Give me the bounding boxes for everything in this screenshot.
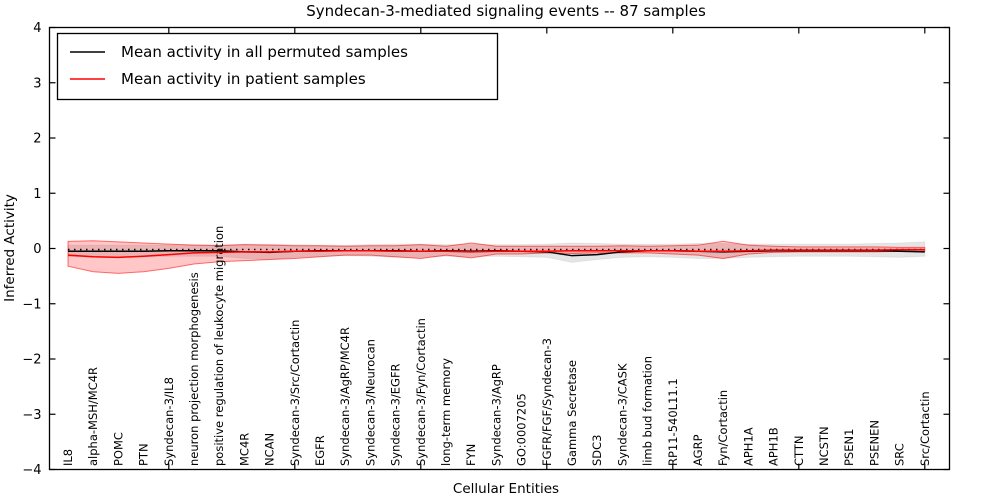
category-label: FYN [464,444,478,466]
category-label: SDC3 [590,434,604,466]
category-label: Src/Cortactin [918,391,932,466]
y-axis-label: Inferred Activity [2,194,18,302]
category-label: APH1A [741,427,755,466]
y-tick-labels: 4 3 2 1 0 −1 −2 −3 −4 [22,21,41,478]
category-label: POMC [111,432,125,466]
y-tick-label: −1 [22,297,41,312]
legend: Mean activity in all permuted samples Me… [56,32,499,101]
category-label: long-term memory [439,358,453,466]
category-label: PSEN1 [842,429,856,466]
category-label: Syndecan-3/AgRP/MC4R [338,327,352,466]
y-tick-label: −2 [22,353,41,368]
category-label: PSENEN [867,420,881,466]
y-tick-label: 1 [33,187,41,202]
category-label: SRC [893,443,907,466]
category-label: Syndecan-3/Src/Cortactin [288,320,302,466]
axis-ticks [49,26,950,471]
category-label: MC4R [237,433,251,466]
y-tick-label: 0 [33,242,41,257]
category-label: EGFR [313,435,327,466]
category-label: Fyn/Cortactin [716,390,730,466]
category-label: positive regulation of leukocyte migrati… [212,226,226,466]
plot-area: IL8 alpha-MSH/MC4R POMC PTN Syndecan-3/IL8 ne… [61,226,932,466]
category-label: IL8 [61,449,75,466]
category-label: Gamma Secretase [565,360,579,466]
y-tick-label: 2 [33,132,41,147]
category-label: Syndecan-3/Neurocan [363,339,377,466]
category-label: Syndecan-3/CASK [615,363,629,466]
legend-label-permuted: Mean activity in all permuted samples [121,43,408,61]
y-tick-label: 4 [33,21,41,36]
category-labels: IL8 alpha-MSH/MC4R POMC PTN Syndecan-3/IL8 ne… [61,226,932,466]
patient-mean-line [67,248,925,259]
category-label: NCAN [263,433,277,466]
category-label: Syndecan-3/EGFR [389,363,403,466]
category-label: neuron projection morphogenesis [187,272,201,466]
category-label: Syndecan-3/Fyn/Cortactin [414,318,428,466]
category-label: RP11-540L11.1 [666,378,680,466]
y-tick-label: −4 [22,463,41,478]
category-label: FGFR/FGF/Syndecan-3 [540,338,554,466]
category-label: AGRP [691,434,705,466]
legend-box [56,32,499,101]
y-tick-label: 3 [33,76,41,91]
category-label: limb bud formation [641,356,655,466]
category-label: APH1B [767,427,781,466]
chart-title: Syndecan-3-mediated signaling events -- … [306,2,706,20]
category-label: CTTN [792,436,806,466]
category-label: NCSTN [817,426,831,466]
legend-label-patient: Mean activity in patient samples [121,70,366,88]
category-label: Syndecan-3/IL8 [162,377,176,466]
category-label: alpha-MSH/MC4R [86,367,100,466]
category-label: GO:0007205 [515,393,529,466]
y-tick-label: −3 [22,408,41,423]
x-axis-label: Cellular Entities [453,481,559,497]
category-label: Syndecan-3/AgRP [489,364,503,466]
category-label: PTN [137,443,151,466]
